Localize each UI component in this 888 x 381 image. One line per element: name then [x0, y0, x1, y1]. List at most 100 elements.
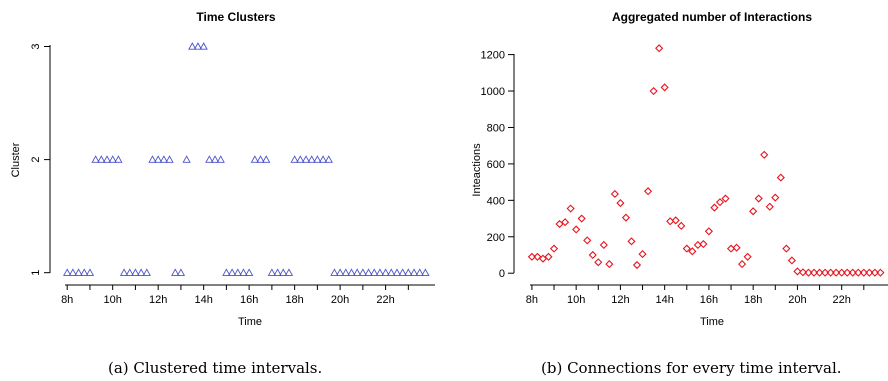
data-point	[721, 194, 730, 203]
data-point	[136, 268, 146, 276]
data-point	[188, 42, 197, 50]
data-point	[176, 268, 186, 276]
data-point	[335, 268, 345, 276]
data-point	[876, 268, 885, 277]
data-point	[262, 155, 271, 163]
data-point	[649, 86, 658, 96]
data-point	[370, 268, 379, 276]
data-point	[91, 155, 100, 163]
data-point	[821, 268, 830, 277]
data-point	[627, 237, 636, 246]
chart-b-x-label: Time	[700, 316, 724, 328]
data-point	[809, 268, 819, 277]
data-point	[787, 256, 796, 265]
chart-b-title: Aggregated number of Interactions	[612, 10, 812, 24]
data-point	[256, 155, 265, 163]
data-point	[182, 155, 191, 163]
x-tick-label: 10h	[104, 294, 122, 306]
data-point	[870, 268, 879, 277]
x-tick-label: 22h	[376, 294, 394, 306]
data-point	[381, 268, 390, 276]
data-point	[421, 268, 430, 276]
data-point	[660, 83, 669, 92]
data-point	[832, 268, 841, 277]
data-point	[704, 227, 713, 236]
data-point	[732, 243, 741, 252]
data-point	[398, 268, 407, 276]
data-point	[826, 268, 835, 277]
x-tick-label: 16h	[700, 294, 718, 306]
data-point	[142, 268, 151, 276]
x-tick-label: 12h	[611, 294, 629, 306]
chart-a-y-label: Cluster	[10, 142, 22, 177]
data-point	[643, 187, 653, 196]
x-tick-label: 18h	[285, 294, 303, 306]
data-point	[102, 155, 112, 163]
data-point	[710, 203, 719, 212]
data-point	[610, 189, 619, 199]
data-point	[577, 214, 586, 223]
data-point	[798, 268, 808, 277]
data-point	[387, 268, 396, 276]
data-point	[726, 244, 736, 253]
data-point	[693, 240, 702, 250]
data-point	[290, 155, 299, 163]
data-point	[97, 155, 106, 163]
data-point	[415, 268, 424, 276]
data-point	[782, 244, 791, 253]
y-tick-label: 1	[30, 270, 42, 276]
data-point	[341, 268, 350, 276]
interactions-chart: Aggregated number of Interactions Time I…	[471, 10, 888, 328]
x-tick-label: 14h	[194, 294, 212, 306]
x-tick-label: 22h	[832, 294, 850, 306]
data-point	[776, 173, 785, 182]
x-tick-label: 8h	[61, 294, 73, 306]
data-point	[760, 150, 769, 159]
data-point	[353, 268, 362, 276]
x-tick-label: 14h	[655, 294, 673, 306]
data-point	[605, 260, 614, 269]
x-tick-label: 12h	[149, 294, 167, 306]
data-point	[307, 155, 316, 163]
data-point	[205, 155, 214, 163]
y-tick-label: 200	[487, 232, 505, 244]
data-point	[330, 268, 339, 276]
data-point	[666, 217, 675, 226]
data-point	[638, 249, 647, 259]
data-point	[375, 268, 385, 276]
data-point	[154, 155, 163, 163]
data-point	[616, 198, 625, 208]
data-point	[244, 268, 254, 276]
data-point	[279, 268, 288, 276]
data-point	[594, 258, 603, 267]
data-point	[74, 268, 83, 276]
data-point	[549, 244, 559, 253]
data-point	[80, 268, 89, 276]
time-clusters-chart: Time Clusters Time Cluster 1 2 3 8h 10h 12h 1…	[10, 10, 435, 328]
data-point	[119, 268, 129, 276]
y-tick-label: 3	[30, 43, 42, 49]
data-point	[677, 221, 686, 230]
data-point	[749, 207, 758, 216]
data-point	[273, 268, 282, 276]
data-point	[715, 198, 725, 207]
data-point	[738, 260, 747, 269]
caption-b: (b) Connections for every time interval.	[541, 359, 842, 377]
x-tick-label: 8h	[526, 294, 538, 306]
data-point	[404, 268, 413, 276]
data-point	[848, 268, 857, 277]
data-point	[165, 155, 174, 163]
chart-b-y-label: Inteactions	[471, 143, 483, 197]
y-tick-label: 400	[487, 195, 505, 207]
data-point	[318, 155, 328, 163]
data-point	[599, 240, 608, 250]
data-point	[688, 247, 697, 256]
data-point	[85, 268, 95, 276]
data-point	[765, 202, 774, 211]
x-tick-label: 20h	[788, 294, 806, 306]
data-point	[754, 194, 763, 203]
x-tick-label: 18h	[744, 294, 762, 306]
data-point	[743, 252, 752, 261]
data-point	[171, 268, 180, 276]
